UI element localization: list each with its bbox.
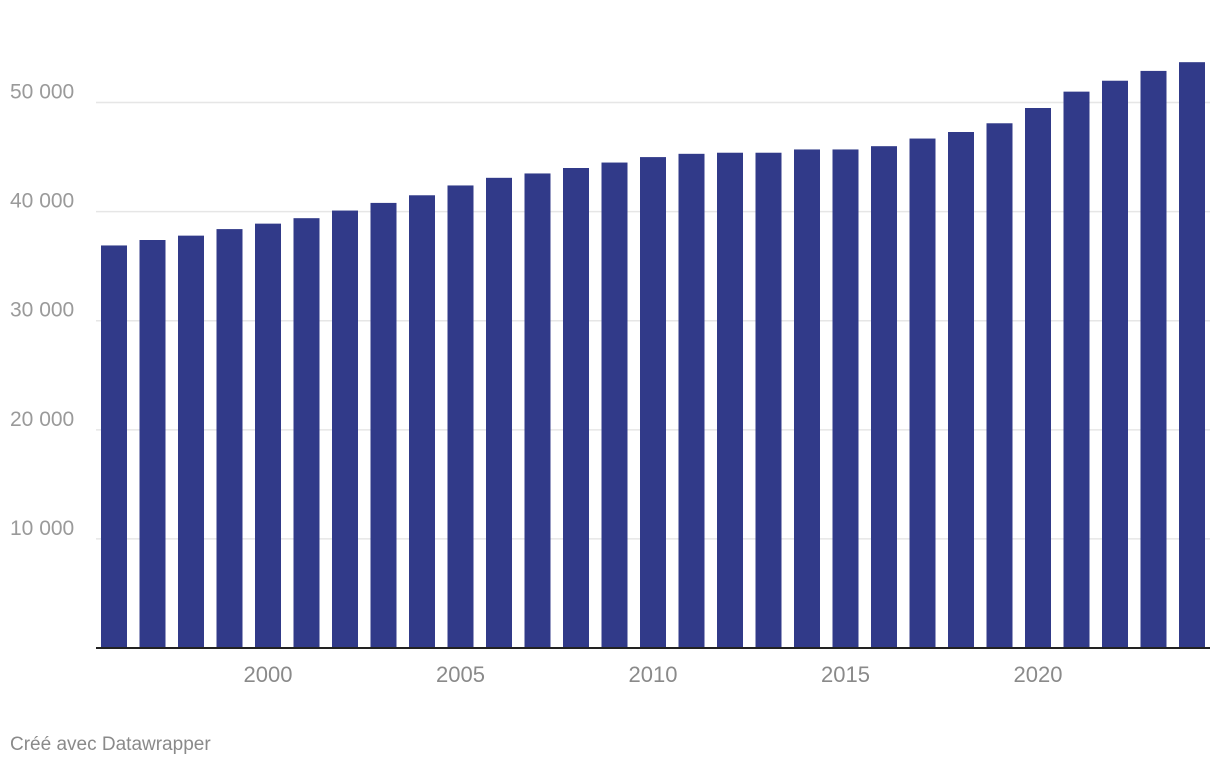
bar bbox=[678, 153, 705, 648]
bar bbox=[871, 146, 897, 648]
bar bbox=[216, 229, 243, 648]
x-tick-label: 2015 bbox=[821, 662, 870, 687]
bar bbox=[332, 210, 358, 648]
x-tick-label: 2020 bbox=[1014, 662, 1063, 687]
bar bbox=[717, 152, 743, 648]
y-tick-label: 30 000 bbox=[10, 299, 74, 322]
bar bbox=[640, 157, 666, 648]
bar bbox=[794, 149, 820, 649]
x-tick-label: 2000 bbox=[244, 662, 293, 687]
bar bbox=[139, 240, 166, 648]
bars bbox=[101, 62, 1205, 649]
bar bbox=[409, 195, 435, 649]
x-axis-tick-labels: 2000 2005 2010 2015 2020 bbox=[244, 662, 1063, 687]
bar bbox=[524, 173, 551, 649]
bar bbox=[1140, 70, 1167, 649]
bar bbox=[1179, 62, 1205, 648]
bar bbox=[178, 235, 204, 649]
bar bbox=[601, 162, 628, 648]
bar bbox=[755, 152, 782, 648]
bar bbox=[447, 185, 474, 649]
bar bbox=[909, 138, 936, 648]
y-axis-tick-labels: 10 000 20 000 30 000 40 000 50 000 bbox=[10, 81, 74, 540]
bar bbox=[1025, 108, 1051, 648]
y-tick-label: 50 000 bbox=[10, 81, 74, 104]
y-tick-label: 10 000 bbox=[10, 517, 74, 540]
y-tick-label: 40 000 bbox=[10, 190, 74, 213]
bar bbox=[563, 168, 589, 648]
bar bbox=[1102, 80, 1128, 648]
datawrapper-credit[interactable]: Créé avec Datawrapper bbox=[10, 734, 211, 755]
x-tick-label: 2010 bbox=[629, 662, 678, 687]
bar bbox=[832, 149, 859, 649]
bar bbox=[986, 123, 1013, 649]
bar bbox=[293, 218, 320, 648]
bar bbox=[255, 223, 281, 649]
bar bbox=[948, 132, 974, 648]
x-tick-label: 2005 bbox=[436, 662, 485, 687]
bar bbox=[370, 202, 397, 648]
y-tick-label: 20 000 bbox=[10, 408, 74, 431]
bar bbox=[101, 245, 127, 649]
bar bbox=[1063, 91, 1090, 649]
bar bbox=[486, 177, 512, 648]
